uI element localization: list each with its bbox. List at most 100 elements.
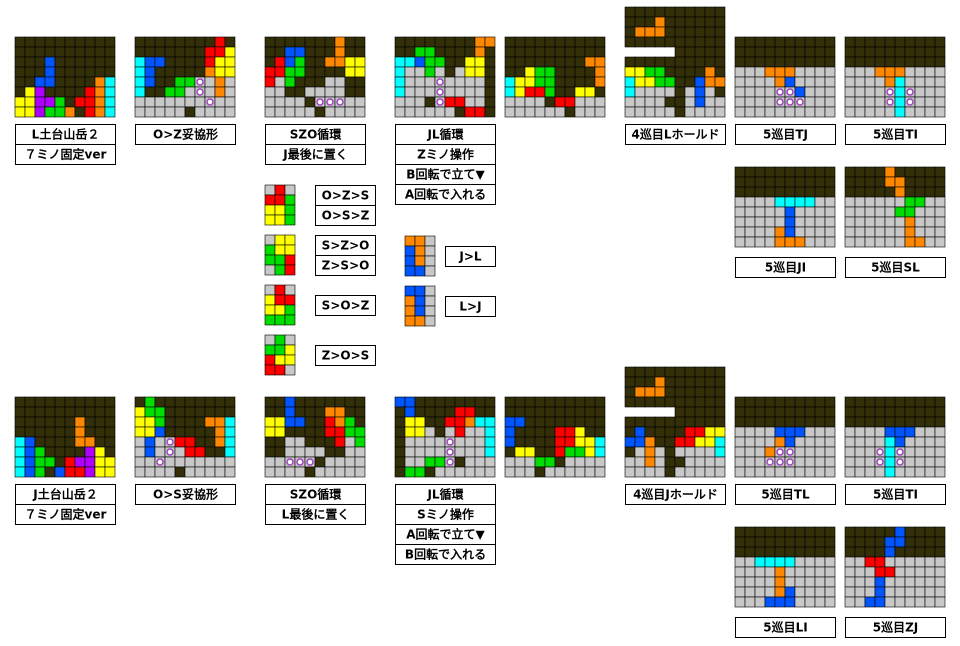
cell [44, 56, 56, 68]
cell [824, 226, 836, 238]
cell [24, 456, 36, 468]
cell [454, 46, 466, 58]
cell [24, 416, 36, 428]
cell [264, 204, 276, 216]
cell [224, 66, 236, 78]
cell [224, 426, 236, 438]
cell [784, 416, 796, 428]
label: 5巡目LI [763, 620, 807, 635]
cell [284, 194, 296, 206]
cell [164, 56, 176, 68]
cell [554, 466, 566, 478]
cell [934, 456, 946, 468]
cell [804, 566, 816, 578]
cell [164, 426, 176, 438]
cell [864, 46, 876, 58]
cell [644, 26, 656, 38]
cell [734, 546, 746, 558]
cell [864, 546, 876, 558]
label: SZO循環 [290, 127, 343, 142]
cell [874, 466, 886, 478]
cell [634, 456, 646, 468]
marker [786, 448, 794, 456]
cell [284, 416, 296, 428]
cell [164, 46, 176, 58]
cell [874, 166, 886, 178]
cell [894, 106, 906, 118]
cell [864, 56, 876, 68]
cell [314, 436, 326, 448]
cell [474, 436, 486, 448]
cell [634, 56, 646, 68]
cell [584, 396, 596, 408]
cell [394, 466, 406, 478]
cell [844, 536, 856, 548]
cell [404, 436, 416, 448]
cell [664, 96, 676, 108]
cell [184, 436, 196, 448]
cell [844, 416, 856, 428]
marker [786, 98, 794, 106]
cell [904, 226, 916, 238]
cell [214, 466, 226, 478]
cell [754, 546, 766, 558]
cell [744, 396, 756, 408]
marker [906, 98, 914, 106]
cell [514, 396, 526, 408]
cell [914, 206, 926, 218]
cell [194, 36, 206, 48]
cell [304, 106, 316, 118]
cell [794, 66, 806, 78]
cell [714, 26, 726, 38]
cell [344, 446, 356, 458]
cell [564, 76, 576, 88]
cell [74, 46, 86, 58]
cell [924, 166, 936, 178]
cell [524, 436, 536, 448]
cell [24, 66, 36, 78]
cell [754, 416, 766, 428]
cell [624, 76, 636, 88]
cell [854, 186, 866, 198]
board [394, 36, 496, 118]
cell [154, 36, 166, 48]
cell [514, 436, 526, 448]
cell [784, 166, 796, 178]
cell [924, 186, 936, 198]
cell [844, 46, 856, 58]
cell [924, 466, 936, 478]
cell [294, 446, 306, 458]
cell [324, 466, 336, 478]
cell [264, 314, 276, 326]
cell [754, 166, 766, 178]
board [404, 235, 436, 277]
cell [624, 86, 636, 98]
cell [794, 176, 806, 188]
cell [64, 396, 76, 408]
cell [154, 76, 166, 88]
cell [484, 56, 496, 68]
label: Sミノ操作 [417, 507, 474, 522]
cell [524, 56, 536, 68]
cell [414, 446, 426, 458]
cell [644, 436, 656, 448]
cell [144, 436, 156, 448]
cell [24, 466, 36, 478]
label-box [15, 504, 116, 525]
cell [664, 416, 676, 428]
marker [876, 448, 884, 456]
cell [344, 466, 356, 478]
cell [24, 36, 36, 48]
cell [754, 196, 766, 208]
cell [804, 596, 816, 608]
cell [654, 426, 666, 438]
cell [424, 46, 436, 58]
cell [664, 86, 676, 98]
cell [194, 46, 206, 58]
cell [824, 546, 836, 558]
cell [914, 86, 926, 98]
cell [654, 366, 666, 378]
cell [824, 446, 836, 458]
cell [794, 56, 806, 68]
cell [414, 106, 426, 118]
